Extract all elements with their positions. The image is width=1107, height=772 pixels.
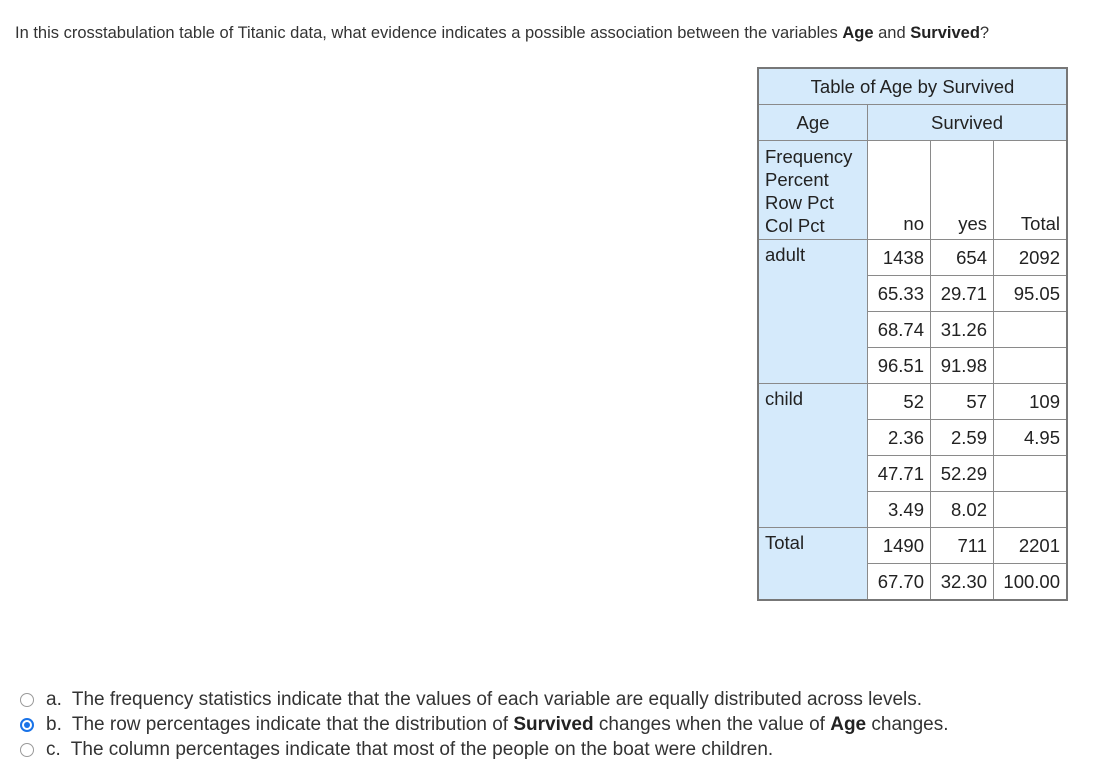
radio-b-selected[interactable] — [20, 717, 34, 732]
option-bold-age: Age — [830, 713, 867, 735]
cell — [993, 347, 1068, 384]
table-row: adult 1438 654 2092 — [757, 239, 1068, 384]
cell: 2.59 — [930, 419, 994, 456]
cell — [993, 491, 1068, 528]
table-row: 65.33 29.71 95.05 — [758, 275, 1068, 312]
cell: 711 — [930, 527, 994, 564]
table-row: 2.36 2.59 4.95 — [758, 419, 1068, 456]
cell: 57 — [930, 383, 994, 420]
option-letter: c. — [46, 738, 61, 760]
table-row: 96.51 91.98 — [758, 347, 1068, 384]
option-letter: a. — [46, 688, 62, 710]
option-text-part: changes when the value of — [593, 713, 831, 735]
row-variable-header: Age — [757, 104, 868, 141]
cell: 32.30 — [930, 563, 994, 601]
row-label-total: Total — [757, 527, 868, 601]
cell: 47.71 — [867, 455, 931, 492]
cell: 52.29 — [930, 455, 994, 492]
question-mid: and — [873, 24, 911, 42]
cell: 96.51 — [867, 347, 931, 384]
cell: 1438 — [867, 239, 931, 276]
row-label-child: child — [757, 383, 868, 528]
option-text-part: The row percentages indicate that the di… — [71, 713, 514, 735]
cell: 68.74 — [867, 311, 931, 348]
cell: 1490 — [867, 527, 931, 564]
column-header-total: Total — [993, 140, 1068, 240]
row-label-adult: adult — [757, 239, 868, 384]
cell: 4.95 — [993, 419, 1068, 456]
option-letter: b. — [46, 713, 62, 735]
option-text: The column percentages indicate that mos… — [70, 738, 774, 760]
option-b[interactable]: b. The row percentages indicate that the… — [20, 712, 949, 737]
question-var-survived: Survived — [910, 24, 980, 42]
question-text: In this crosstabulation table of Titanic… — [15, 24, 989, 43]
stub-legend: Frequency Percent Row Pct Col Pct — [757, 140, 868, 240]
cell: 2201 — [993, 527, 1068, 564]
question-suffix: ? — [979, 24, 990, 42]
question-var-age: Age — [842, 24, 874, 42]
table-row: child 52 57 109 — [757, 383, 1068, 528]
stub-row-pct: Row Pct — [765, 192, 834, 213]
cell: 31.26 — [930, 311, 994, 348]
cell: 91.98 — [930, 347, 994, 384]
option-text: The row percentages indicate that the di… — [72, 714, 949, 736]
cell: 654 — [930, 239, 994, 276]
question-prefix: In this crosstabulation table of Titanic… — [15, 24, 843, 42]
cell: 52 — [867, 383, 931, 420]
answer-options: a. The frequency statistics indicate tha… — [20, 687, 949, 762]
cell — [993, 455, 1068, 492]
cell: 67.70 — [867, 563, 931, 601]
cell: 2.36 — [867, 419, 931, 456]
option-text-part: changes. — [866, 713, 949, 735]
table-row: 67.70 32.30 100.00 — [758, 563, 1068, 601]
cell: 100.00 — [993, 563, 1068, 601]
column-header-no: no — [867, 140, 931, 240]
column-variable-header: Survived — [867, 104, 1068, 141]
cell: 95.05 — [993, 275, 1068, 312]
table-row: 3.49 8.02 — [758, 491, 1068, 528]
option-bold-survived: Survived — [513, 713, 594, 735]
table-row: Total 1490 711 2201 — [757, 527, 1068, 601]
cell — [993, 311, 1068, 348]
cell: 109 — [993, 383, 1068, 420]
cell: 65.33 — [867, 275, 931, 312]
option-c[interactable]: c. The column percentages indicate that … — [20, 737, 949, 762]
radio-a[interactable] — [20, 692, 34, 707]
table-row: 47.71 52.29 — [758, 455, 1068, 492]
stub-percent: Percent — [765, 169, 829, 190]
cell: 3.49 — [867, 491, 931, 528]
cell: 8.02 — [930, 491, 994, 528]
cell: 2092 — [993, 239, 1068, 276]
table-row: 68.74 31.26 — [758, 311, 1068, 348]
column-header-yes: yes — [930, 140, 994, 240]
stub-col-pct: Col Pct — [765, 215, 825, 236]
stub-frequency: Frequency — [765, 146, 853, 167]
option-a[interactable]: a. The frequency statistics indicate tha… — [20, 687, 949, 712]
cell: 29.71 — [930, 275, 994, 312]
crosstab-table: Table of Age by Survived Age Survived Fr… — [757, 67, 1068, 601]
radio-c[interactable] — [20, 742, 34, 757]
option-text: The frequency statistics indicate that t… — [71, 688, 923, 710]
table-title: Table of Age by Survived — [757, 67, 1068, 105]
